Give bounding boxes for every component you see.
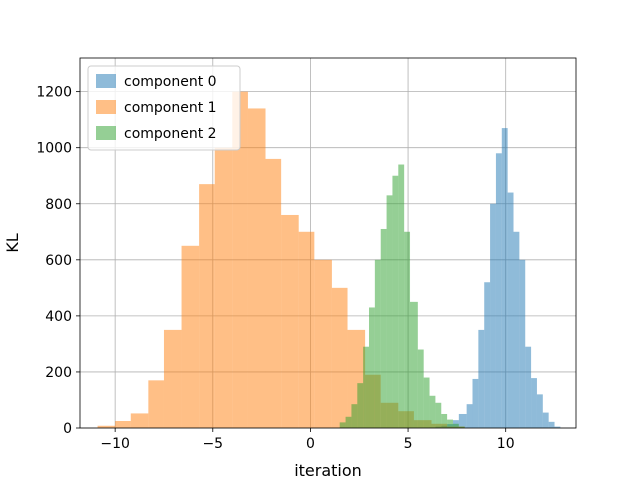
histogram-bar — [345, 416, 352, 428]
histogram-bar — [452, 423, 459, 428]
histogram-bar — [314, 259, 332, 428]
histogram-bar — [410, 301, 418, 428]
y-axis-label: KL — [3, 233, 22, 252]
histogram-bar — [447, 419, 453, 428]
histogram-bar — [331, 287, 348, 428]
ticks: −10 −5 0 5 10 0 200 400 600 800 1000 1200 — [36, 85, 514, 452]
histogram-bar — [435, 402, 442, 428]
x-tick-label: 10 — [497, 436, 515, 452]
x-tick-label: −10 — [100, 436, 130, 452]
histogram-bar — [417, 349, 424, 428]
legend-label-0: component 0 — [124, 74, 217, 90]
histogram-bar — [525, 346, 532, 428]
histogram-bar — [404, 231, 411, 428]
histogram-bar — [441, 413, 448, 428]
y-tick-label: 1200 — [36, 85, 72, 101]
legend-label-1: component 1 — [124, 100, 217, 116]
histogram-bar — [507, 192, 514, 428]
bars — [97, 91, 561, 429]
histogram-bar — [374, 259, 381, 428]
histogram-bar — [531, 378, 537, 428]
histogram-bar — [380, 228, 387, 428]
histogram-bar — [386, 195, 393, 428]
histogram-bar — [423, 377, 430, 428]
histogram-bar — [548, 421, 555, 428]
histogram-bar — [232, 91, 248, 429]
histogram-bar — [281, 214, 299, 428]
histogram-bar — [265, 158, 282, 428]
histogram-bar — [97, 425, 116, 428]
legend-swatch-0 — [96, 74, 116, 88]
legend-swatch-2 — [96, 126, 116, 140]
plot-frame — [79, 57, 577, 429]
y-tick-label: 400 — [45, 309, 72, 325]
histogram-bar — [357, 383, 364, 428]
legend-label-2: component 2 — [124, 126, 217, 142]
histogram-bar — [519, 259, 526, 428]
series-2 — [339, 164, 465, 429]
histogram-bar — [478, 329, 485, 428]
y-tick-label: 800 — [45, 197, 72, 213]
histogram-bar — [466, 404, 473, 428]
histogram-bar — [130, 413, 149, 428]
histogram-bar — [392, 175, 399, 428]
histogram-bar — [214, 147, 233, 429]
histogram-bar — [298, 231, 315, 428]
histogram-bar — [247, 108, 266, 429]
histogram-bar — [458, 426, 465, 428]
x-tick-label: −5 — [202, 436, 223, 452]
histogram-bar — [181, 245, 200, 428]
histogram-bar — [458, 413, 467, 428]
histogram-bar — [542, 412, 549, 428]
x-tick-label: 0 — [306, 436, 315, 452]
histogram-bar — [398, 164, 405, 429]
y-tick-label: 200 — [45, 365, 72, 381]
y-tick-label: 600 — [45, 253, 72, 269]
histogram-bar — [490, 203, 496, 428]
histogram-bar — [339, 422, 346, 428]
legend-swatch-1 — [96, 100, 116, 114]
legend: component 0 component 1 component 2 — [87, 65, 241, 151]
y-tick-label: 1000 — [36, 141, 72, 157]
histogram-bar — [369, 307, 375, 428]
histogram-bar — [148, 380, 164, 428]
series-0 — [429, 128, 561, 429]
histogram-bar — [513, 231, 520, 428]
histogram-bar — [115, 420, 131, 428]
y-tick-label: 0 — [63, 421, 72, 437]
histogram-bar — [363, 346, 370, 428]
x-tick-label: 5 — [404, 436, 413, 452]
histogram-bar — [536, 394, 543, 428]
histogram-bar — [472, 378, 479, 428]
histogram-bar — [163, 329, 182, 428]
histogram-bar — [484, 282, 491, 428]
histogram-bar — [501, 128, 508, 429]
x-axis-label: iteration — [294, 461, 362, 480]
histogram-bar — [554, 426, 561, 428]
legend-frame — [87, 65, 241, 151]
histogram-bar — [429, 395, 436, 428]
histogram-bar — [351, 404, 358, 428]
histogram-bar — [199, 184, 215, 428]
histogram-bar — [495, 153, 502, 428]
